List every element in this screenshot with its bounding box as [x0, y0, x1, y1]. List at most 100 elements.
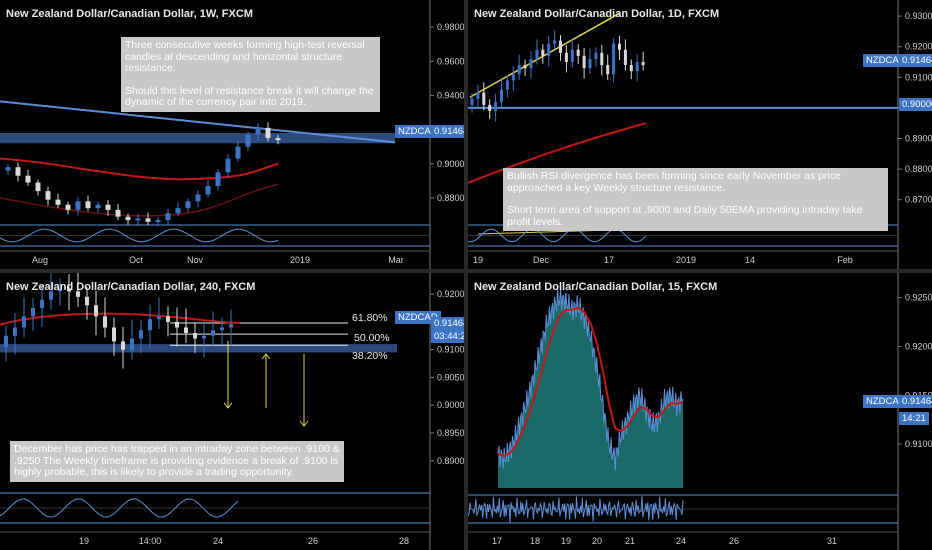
weekly-candle-body [245, 134, 251, 147]
weekly-candle-body [55, 199, 61, 205]
h4-candle-body [139, 330, 143, 339]
daily-xtick-label: 19 [473, 255, 483, 265]
weekly-chart-svg: 0.980000.960000.940000.920000.900000.880… [0, 0, 464, 269]
daily-candle-body [618, 43, 621, 50]
daily-candle-body [476, 92, 480, 99]
weekly-sma-line [0, 183, 279, 217]
weekly-candle-body [5, 167, 11, 171]
daily-candle-body [511, 74, 515, 81]
h4-candle-body [157, 316, 161, 320]
h4-chart-title: New Zealand Dollar/Canadian Dollar, 240,… [6, 281, 256, 293]
weekly-candle-body [85, 201, 91, 209]
h4-countdown-tag: 03:44:21 [431, 330, 464, 343]
h4-price-tag: 0.91464 [431, 317, 464, 330]
weekly-note-line-1: Three consecutive weeks forming high-tes… [125, 39, 365, 74]
weekly-descending-trendline [0, 100, 396, 144]
fib-level-50: 50.00% [354, 332, 390, 344]
m15-xtick-label: 24 [676, 536, 686, 546]
h4-candle-body [13, 327, 17, 336]
h4-candle-body [184, 327, 188, 333]
daily-price-tag: 0.91464 [899, 54, 932, 67]
weekly-candle-body [215, 172, 221, 186]
weekly-candle-body [115, 209, 121, 217]
m15-chart-panel[interactable]: 0.925000.920000.915000.91000171819202124… [468, 273, 932, 550]
weekly-price-tag: 0.91464 [431, 125, 464, 138]
weekly-chart-panel[interactable]: 0.980000.960000.940000.920000.900000.880… [0, 0, 464, 269]
h4-candle-body [112, 327, 116, 342]
daily-candle-body [541, 49, 545, 56]
weekly-candle-body [25, 175, 31, 183]
weekly-candle-body [65, 204, 71, 210]
weekly-chart-title: New Zealand Dollar/Canadian Dollar, 1W, … [6, 8, 253, 20]
daily-ytick-label: 0.87000 [905, 195, 932, 205]
h4-xtick-label: 19 [79, 536, 89, 546]
daily-candle-body [623, 49, 627, 66]
m15-xtick-label: 31 [827, 536, 837, 546]
weekly-candle-body [175, 208, 181, 214]
daily-candle-body [588, 58, 592, 69]
weekly-xtick-label: Nov [187, 255, 204, 265]
h4-candle-body [229, 324, 233, 328]
h4-candle-body [130, 338, 134, 350]
daily-candle-body [517, 65, 521, 75]
weekly-candle-body [45, 191, 51, 200]
panel-divider-vertical[interactable] [464, 0, 468, 550]
h4-candle-body [193, 333, 197, 339]
h4-candle-body [148, 319, 152, 331]
daily-candle-body [606, 65, 610, 75]
weekly-xtick-label: Aug [32, 255, 48, 265]
h4-note[interactable]: December has price has trapped in an int… [10, 441, 344, 482]
daily-note-line-2: Short term area of support at .9000 and … [507, 204, 863, 228]
daily-candle-body [612, 43, 616, 75]
daily-candle-body [470, 98, 474, 105]
weekly-xtick-label: Mar [388, 255, 404, 265]
daily-candle-body [529, 58, 533, 69]
h4-note-text: December has price has trapped in an int… [14, 443, 340, 478]
daily-candle-body [594, 52, 598, 59]
daily-note[interactable]: Bullish RSI divergence has been forming … [503, 168, 888, 231]
h4-candle-body [40, 299, 44, 308]
daily-note-line-1: Bullish RSI divergence has been forming … [507, 170, 841, 194]
daily-candle-body [635, 62, 639, 72]
weekly-candle-body [195, 194, 201, 202]
weekly-candle-body [75, 201, 81, 210]
h4-candle-body [94, 305, 98, 317]
daily-rising-trendline [469, 12, 621, 98]
h4-xtick-label: 14:00 [139, 536, 162, 546]
m15-chart-svg: 0.925000.920000.915000.91000171819202124… [468, 273, 932, 550]
h4-candle-body [4, 335, 8, 347]
weekly-candle-body [255, 127, 261, 135]
m15-xtick-label: 18 [530, 536, 540, 546]
h4-candle-body [220, 327, 224, 331]
daily-candle-body [494, 101, 498, 111]
weekly-candle-body [205, 185, 211, 195]
fib-level-61: 61.80% [352, 312, 388, 324]
weekly-ema-line [0, 157, 279, 181]
h4-candle-body [85, 296, 89, 306]
weekly-note[interactable]: Three consecutive weeks forming high-tes… [121, 37, 380, 112]
weekly-resistance-zone [0, 133, 395, 144]
daily-xtick-label: Feb [837, 255, 853, 265]
weekly-candle-body [145, 218, 151, 222]
weekly-candle-body [155, 220, 161, 223]
h4-arrow-up-head [261, 353, 271, 360]
weekly-candle-body [125, 216, 131, 221]
weekly-candle-body [165, 213, 171, 221]
daily-candle-body [523, 65, 527, 69]
h4-chart-panel[interactable]: 0.920000.915000.910000.905000.900000.895… [0, 273, 464, 550]
panel-divider-horizontal[interactable] [0, 269, 932, 273]
daily-candle-body [500, 89, 503, 102]
weekly-note-line-2: Should this level of resistance break it… [125, 84, 374, 108]
weekly-candle-body [265, 127, 271, 139]
daily-candle-body [570, 49, 574, 63]
